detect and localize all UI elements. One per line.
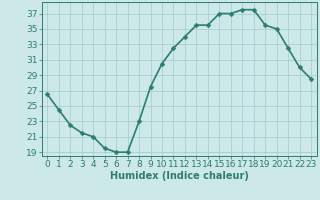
X-axis label: Humidex (Indice chaleur): Humidex (Indice chaleur) xyxy=(110,171,249,181)
